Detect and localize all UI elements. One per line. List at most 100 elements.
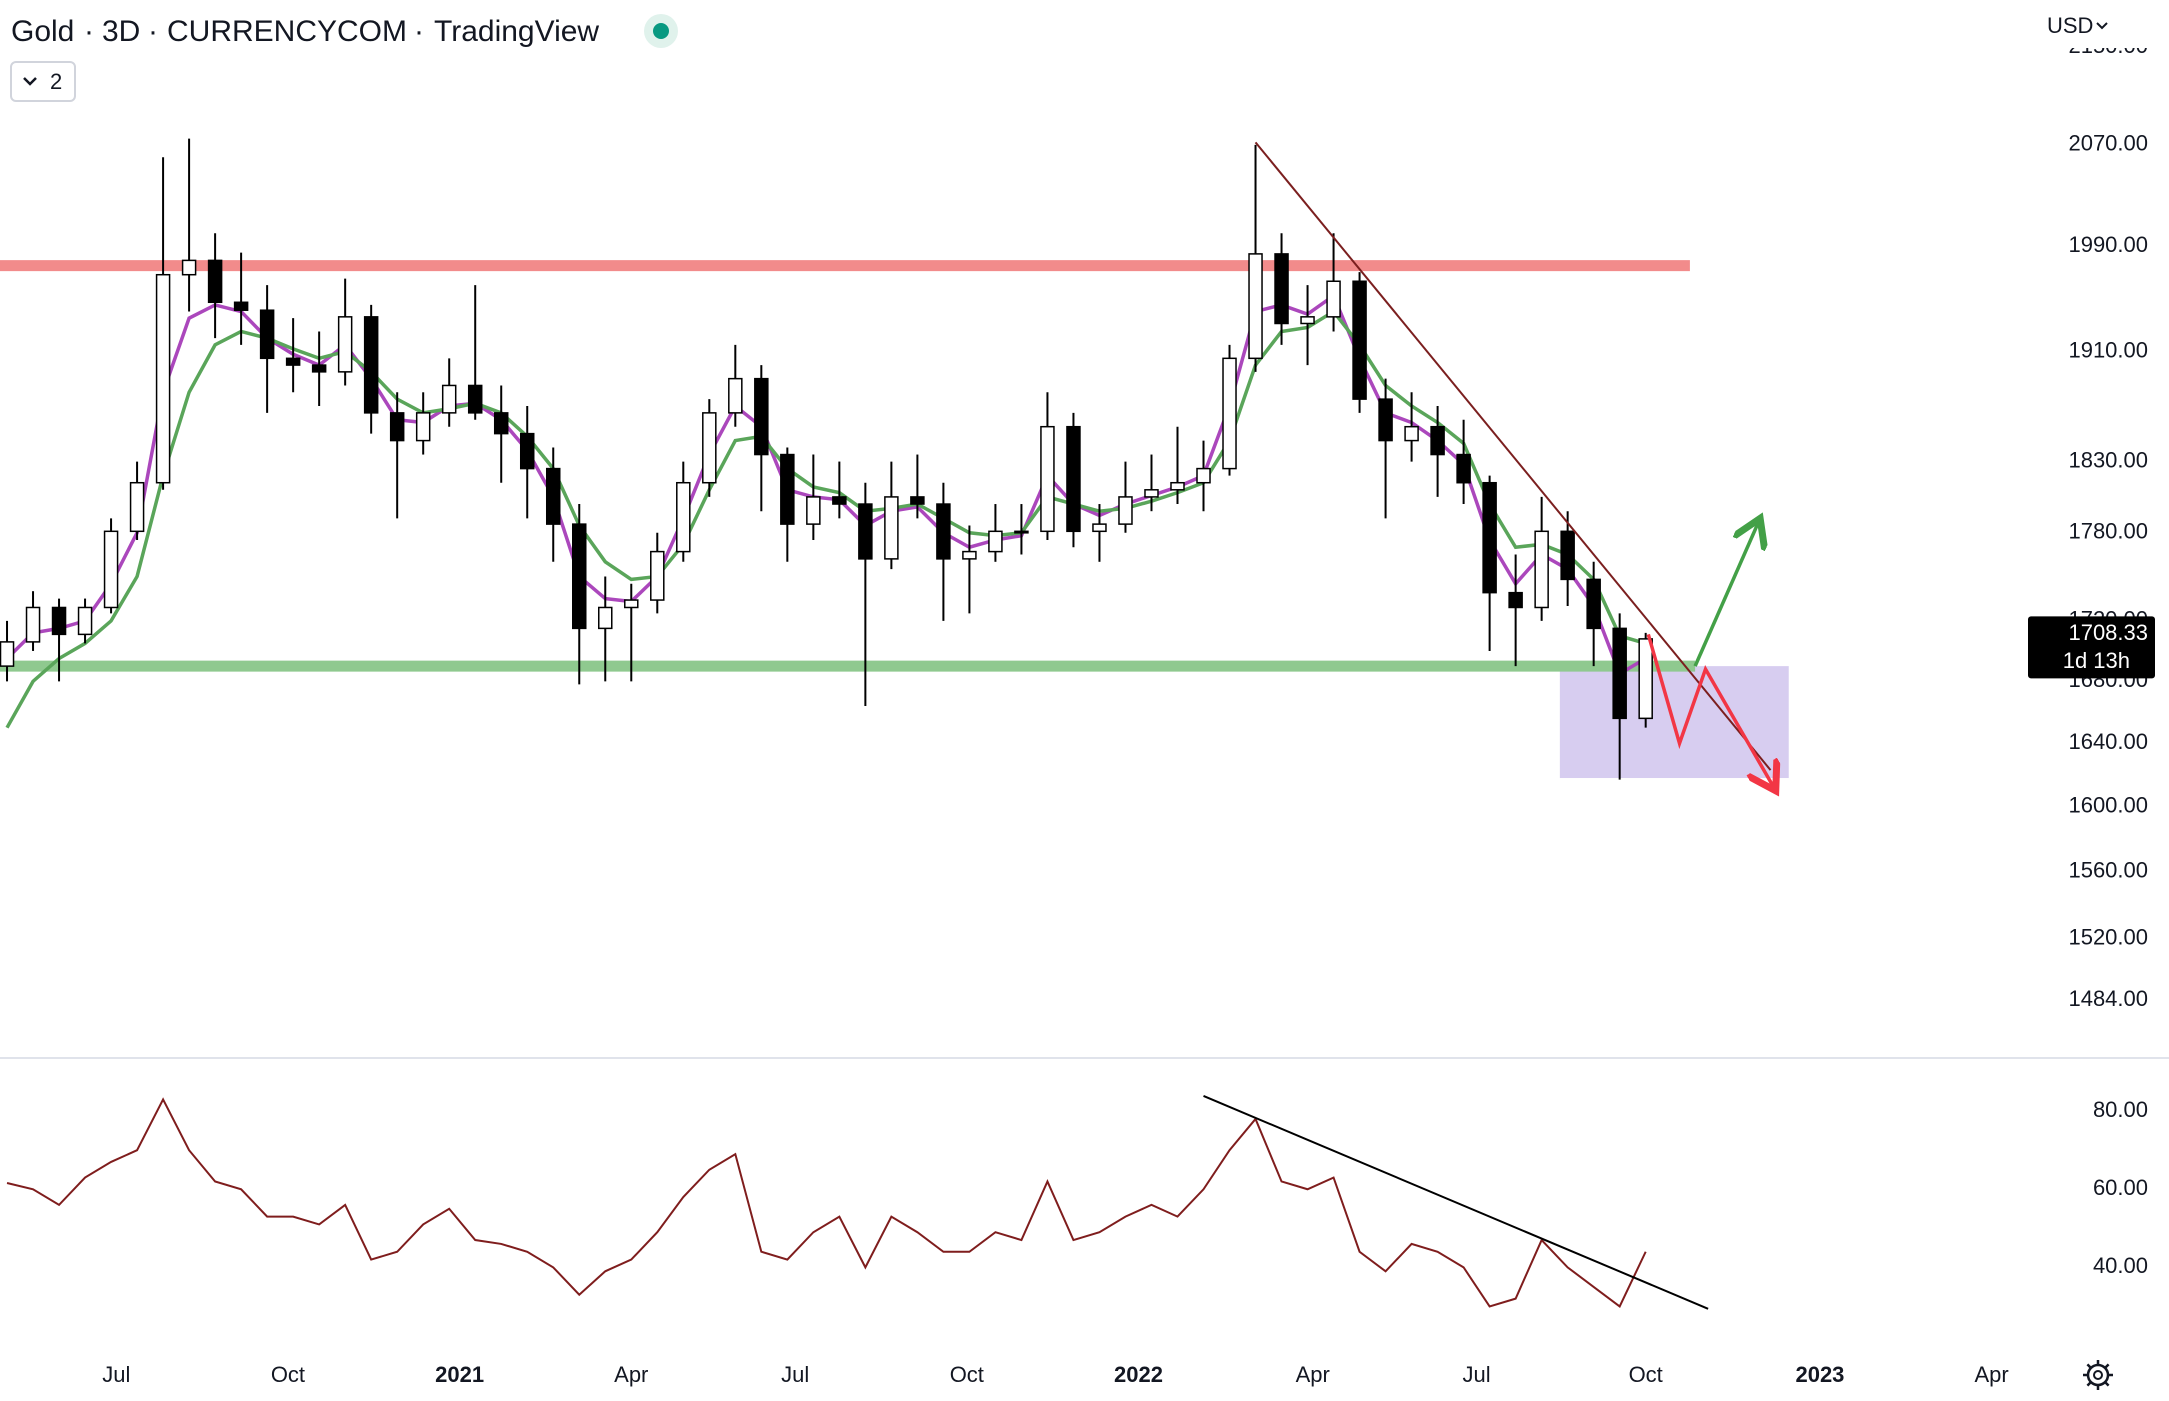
exchange: CURRENCYCOM [167, 15, 407, 48]
moving-average [5, 292, 1647, 677]
plot-area [0, 138, 1789, 1310]
candle-body [181, 259, 197, 276]
candle-body [1352, 280, 1367, 400]
x-tick-label: 2023 [1795, 1362, 1844, 1387]
candle-body [1274, 253, 1289, 325]
chevron-icon [2096, 22, 2108, 30]
y-tick-label: 1780.00 [2068, 519, 2148, 544]
candle-body [1196, 467, 1211, 484]
candle-body [77, 606, 93, 636]
candle-body [988, 530, 1003, 553]
candle-body [806, 496, 821, 525]
y-tick-label: 2070.00 [2068, 131, 2148, 156]
candle-body [884, 496, 899, 560]
candle-body [832, 496, 847, 505]
candle-body [0, 641, 15, 667]
candle-body [650, 550, 665, 601]
separator: · [148, 15, 158, 48]
candle-body [754, 377, 769, 456]
candle-body [415, 412, 431, 442]
x-tick-label: Jul [1463, 1362, 1491, 1387]
candle-body [25, 606, 41, 643]
candle-body [1326, 280, 1341, 318]
symbol: Gold [11, 15, 74, 48]
y-tick-label: 1560.00 [2068, 858, 2148, 883]
candle-body [1534, 530, 1549, 609]
candle-body [311, 364, 327, 373]
status-dot [653, 23, 669, 39]
candle-body [467, 384, 483, 414]
chevron-icon [23, 77, 37, 86]
candle-body [1456, 453, 1471, 484]
y-tick-label: 1640.00 [2068, 729, 2148, 754]
candle-body [1404, 425, 1419, 442]
rsi-y-tick-label: 40.00 [2093, 1253, 2148, 1278]
source: TradingView [434, 15, 599, 48]
candle-body [285, 357, 301, 366]
candle-body [780, 453, 795, 525]
candle-body [1300, 316, 1315, 325]
candle-body [493, 412, 509, 435]
y-tick-label: 1520.00 [2068, 924, 2148, 949]
x-tick-label: Oct [271, 1362, 305, 1387]
candle-body [207, 259, 223, 304]
candle-body [1612, 627, 1627, 720]
indicators-toggle[interactable] [10, 61, 76, 102]
rsi-y-tick-label: 60.00 [2093, 1175, 2148, 1200]
candle-body [1118, 496, 1133, 525]
candle-body [598, 606, 613, 630]
candle-body [1040, 425, 1055, 533]
last-price: 1708.33 [2068, 620, 2148, 645]
y-tick-label: 1484.00 [2068, 986, 2148, 1011]
moving-average [5, 309, 1647, 729]
candle-body [441, 384, 457, 414]
candle-body [728, 377, 743, 414]
candle-body [1092, 523, 1107, 533]
candle-body [910, 496, 925, 505]
settings-icon[interactable] [2083, 1360, 2113, 1390]
x-tick-label: Apr [1975, 1362, 2009, 1387]
candle-body [1508, 591, 1523, 609]
y-tick-label: 1910.00 [2068, 337, 2148, 362]
candle-body [858, 503, 873, 560]
candle-body [936, 503, 951, 560]
candle-body [1482, 481, 1497, 594]
candle-body [1222, 357, 1237, 470]
candle-body [1378, 398, 1393, 442]
x-tick-label: 2022 [1114, 1362, 1163, 1387]
candle-body [1144, 489, 1159, 498]
candle-body [624, 599, 639, 609]
candle-body [1560, 530, 1575, 581]
x-tick-label: Jul [102, 1362, 130, 1387]
rsi-line [6, 1097, 1647, 1308]
candle-body [702, 412, 717, 484]
last-price-box [2028, 616, 2155, 679]
x-tick-label: Oct [1629, 1362, 1663, 1387]
candle-body [1638, 638, 1653, 720]
candle-body [1248, 253, 1263, 360]
candle-body [337, 316, 353, 373]
candle-body [572, 523, 587, 630]
candle-body [363, 316, 379, 414]
x-tick-label: Apr [1296, 1362, 1330, 1387]
axes: 2150.002070.001990.001910.001830.001780.… [102, 33, 2155, 1387]
rsi-trendline [1203, 1095, 1709, 1310]
currency[interactable]: USD [2047, 13, 2093, 38]
candle-body [1170, 481, 1185, 491]
separator: · [414, 15, 424, 48]
candle-body [1430, 425, 1445, 456]
countdown: 1d 13h [2063, 648, 2130, 673]
candle-body [962, 550, 977, 560]
candle-body [259, 309, 275, 360]
candle-body [676, 481, 691, 553]
candle-body [545, 467, 561, 525]
y-tick-label: 1830.00 [2068, 447, 2148, 472]
bullish-arrow [1693, 518, 1760, 667]
x-tick-label: Apr [614, 1362, 648, 1387]
trendline [1254, 141, 1772, 771]
candle-body [103, 530, 119, 609]
indicator-count: 2 [50, 69, 62, 94]
interval[interactable]: 3D [102, 15, 140, 48]
bearish-arrow [1646, 633, 1775, 790]
